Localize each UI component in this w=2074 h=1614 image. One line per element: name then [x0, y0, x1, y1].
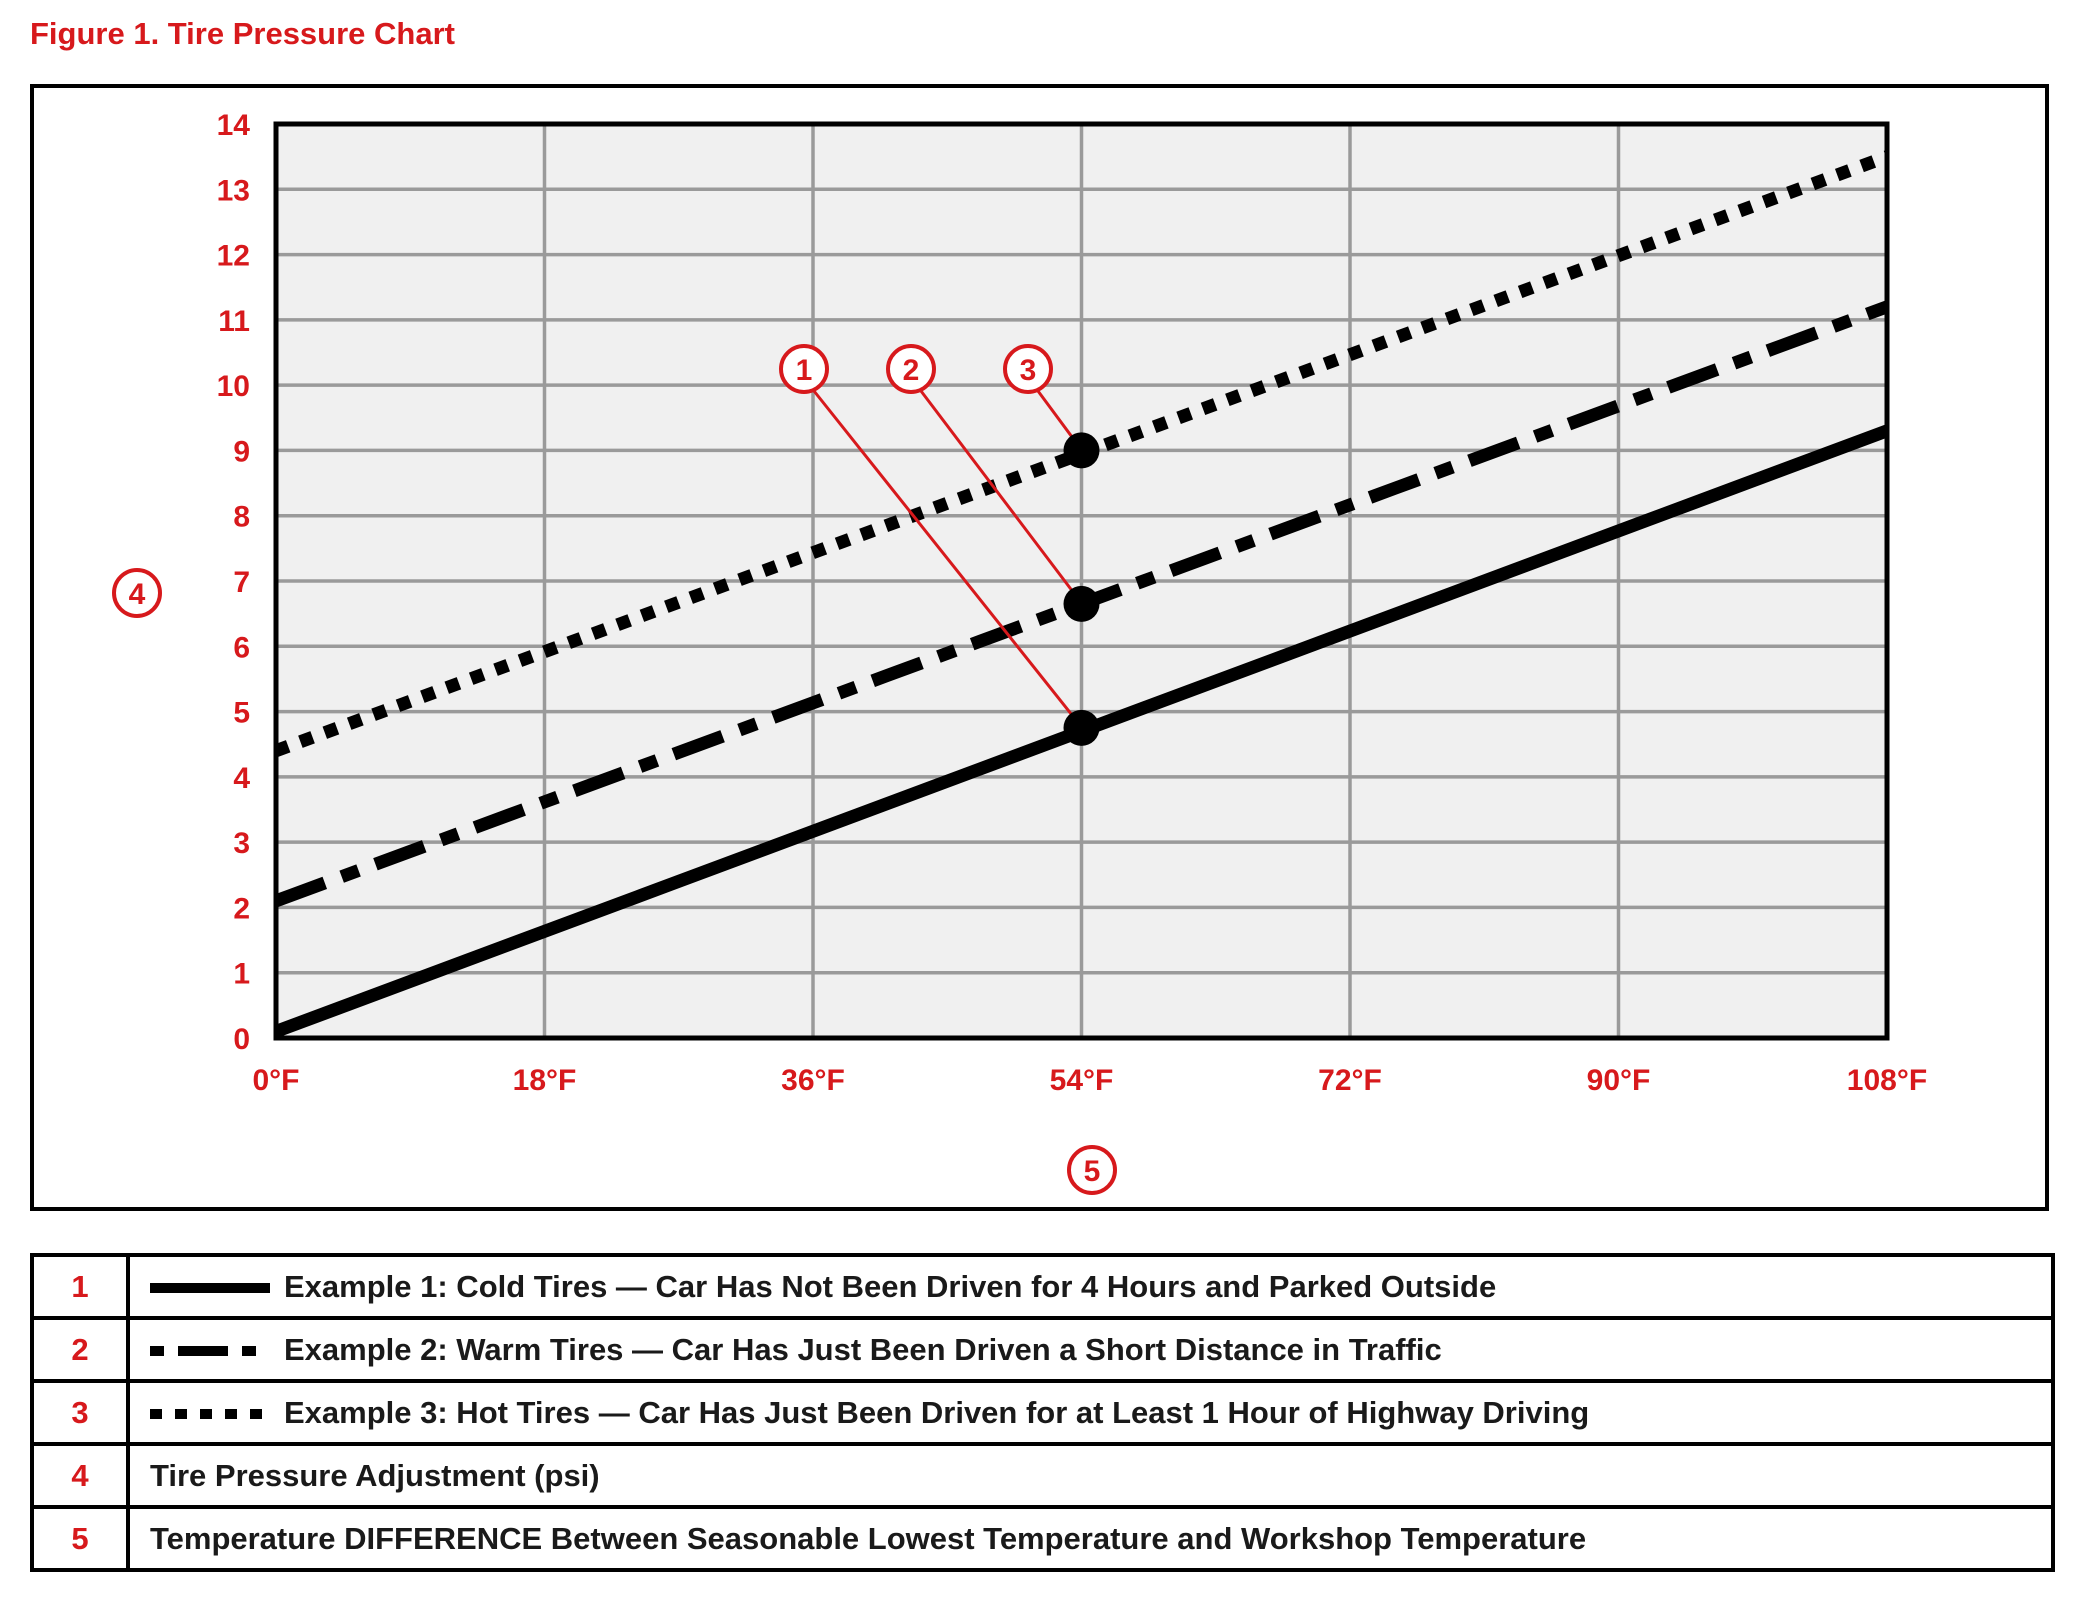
y-tick-label: 1	[233, 958, 250, 991]
y-tick-label: 11	[218, 305, 250, 338]
legend-row: 4 Tire Pressure Adjustment (psi)	[30, 1442, 2055, 1509]
y-tick-label: 13	[217, 174, 250, 207]
legend-label: Tire Pressure Adjustment (psi)	[150, 1457, 600, 1493]
legend-description: Example 3: Hot Tires — Car Has Just Been…	[126, 1379, 2055, 1446]
legend-description: Example 1: Cold Tires — Car Has Not Been…	[126, 1253, 2055, 1320]
legend-label: Example 1: Cold Tires — Car Has Not Been…	[284, 1268, 1497, 1304]
legend-swatch-solid	[150, 1283, 270, 1294]
chart-plot: 0°F 18°F 36°F 54°F 72°F 90°F 108°F012345678910…	[112, 109, 1927, 1195]
callout-number-1: 1	[796, 354, 813, 387]
y-tick-label: 7	[233, 566, 250, 599]
callout-number-3: 3	[1020, 354, 1037, 387]
y-axis-callout-number: 4	[129, 578, 146, 611]
callout-number-2: 2	[903, 354, 920, 387]
x-tick-label: 36°F	[781, 1064, 845, 1097]
y-tick-label: 0	[233, 1023, 250, 1056]
x-tick-label: 18°F	[513, 1064, 577, 1097]
y-tick-label: 9	[233, 435, 250, 468]
x-axis-callout-circle	[1067, 1145, 1117, 1195]
y-tick-label: 6	[233, 631, 250, 664]
legend-row: 1 Example 1: Cold Tires — Car Has Not Bee…	[30, 1253, 2055, 1320]
callout-leader-2	[919, 390, 1079, 599]
callout-circle-3	[1003, 344, 1053, 394]
y-tick-label: 14	[217, 109, 251, 142]
legend-row: 5 Temperature DIFFERENCE Between Seasonab…	[30, 1505, 2055, 1572]
legend-description: Example 2: Warm Tires — Car Has Just Bee…	[126, 1316, 2055, 1383]
x-tick-label: 108°F	[1847, 1064, 1927, 1097]
y-axis-callout-circle	[112, 568, 162, 618]
legend-number: 2	[30, 1316, 130, 1383]
legend-swatch-dotted	[150, 1409, 270, 1420]
x-tick-label: 72°F	[1318, 1064, 1382, 1097]
legend-table: 1 Example 1: Cold Tires — Car Has Not Bee…	[30, 1253, 2055, 1572]
data-point-3	[1063, 432, 1100, 469]
data-point-2	[1063, 585, 1100, 622]
x-tick-label: 54°F	[1050, 1064, 1114, 1097]
y-tick-label: 10	[217, 370, 250, 403]
y-tick-label: 3	[233, 827, 250, 860]
x-axis-callout-number: 5	[1084, 1155, 1101, 1188]
chart-frame: 0°F 18°F 36°F 54°F 72°F 90°F 108°F 0 1 2 3 4 5 6 7 8 9 10…	[30, 84, 2049, 1211]
callout-circle-1	[779, 344, 829, 394]
legend-row: 3 Example 3: Hot Tires — Car Has Just Bee…	[30, 1379, 2055, 1446]
x-tick-label: 90°F	[1587, 1064, 1651, 1097]
legend-swatch-dashed	[150, 1346, 270, 1357]
legend-label: Example 2: Warm Tires — Car Has Just Bee…	[284, 1331, 1442, 1367]
legend-number: 4	[30, 1442, 130, 1509]
legend-description: Tire Pressure Adjustment (psi)	[126, 1442, 2055, 1509]
legend-description: Temperature DIFFERENCE Between Seasonabl…	[126, 1505, 2055, 1572]
callout-leader-1	[812, 390, 1079, 723]
y-tick-label: 5	[233, 697, 250, 730]
callout-leader-3	[1036, 390, 1079, 446]
plot-border	[273, 121, 1890, 1041]
legend-number: 3	[30, 1379, 130, 1446]
figure-title: Figure 1. Tire Pressure Chart	[30, 16, 455, 51]
legend-row: 2 Example 2: Warm Tires — Car Has Just Be…	[30, 1316, 2055, 1383]
x-tick-label: 0°F	[252, 1064, 299, 1097]
data-point-1	[1063, 709, 1100, 746]
y-tick-label: 8	[233, 501, 250, 534]
legend-label: Temperature DIFFERENCE Between Seasonabl…	[150, 1520, 1587, 1556]
legend-label: Example 3: Hot Tires — Car Has Just Been…	[284, 1394, 1590, 1430]
y-tick-label: 2	[233, 892, 250, 925]
legend-number: 5	[30, 1505, 130, 1572]
legend-number: 1	[30, 1253, 130, 1320]
y-tick-label: 12	[217, 240, 250, 273]
y-tick-label: 4	[233, 762, 250, 795]
callout-circle-2	[886, 344, 936, 394]
